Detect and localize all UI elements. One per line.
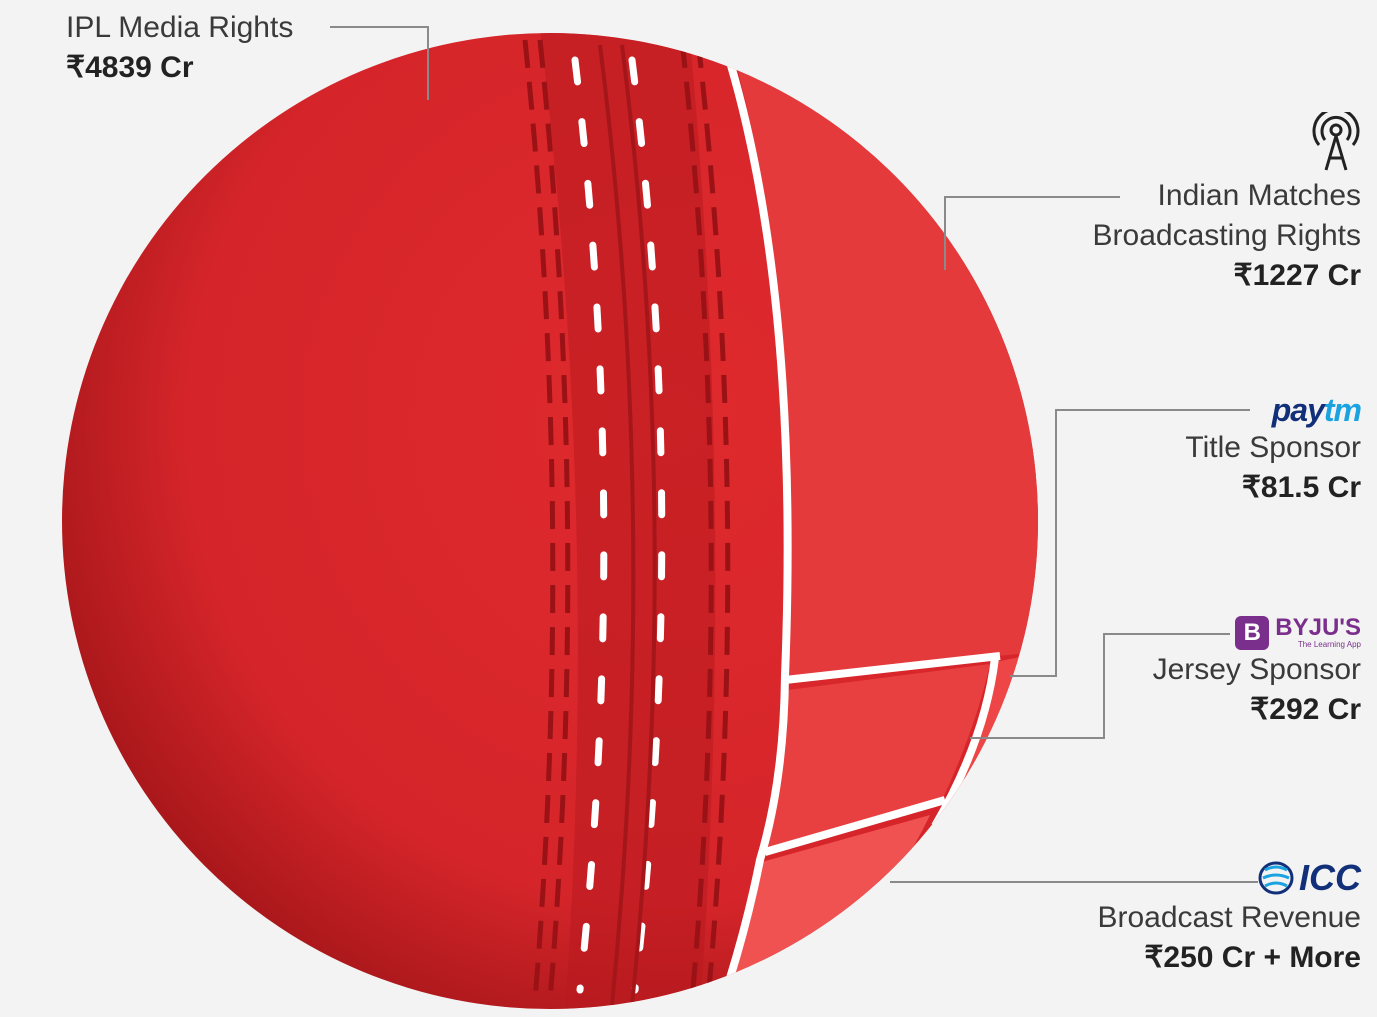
seam-stitch-dark-3 [695, 39, 731, 1001]
leader-indian-matches [944, 196, 1120, 270]
segment-value: ₹1227 Cr [1233, 259, 1362, 292]
seam-stitch-dark-2 [679, 39, 714, 1001]
divider-vertical [726, 60, 792, 980]
label-broadcast-revenue: ICC Broadcast Revenue ₹250 Cr + More [1098, 858, 1362, 978]
seam-group [522, 33, 731, 1009]
label-title-sponsor: paytm Title Sponsor ₹81.5 Cr [1185, 392, 1362, 508]
segment-name-line2: Broadcasting Rights [1092, 219, 1361, 252]
seam-stitch-white-0 [571, 56, 608, 994]
seam-band [540, 33, 716, 1009]
leader-jersey-sponsor [970, 633, 1230, 739]
label-jersey-sponsor: B BYJU'S The Learning App Jersey Sponsor… [1153, 616, 1361, 730]
segment-name: Jersey Sponsor [1152, 653, 1361, 686]
leader-ipl-media-rights [330, 26, 429, 100]
seam-stitch-dark-0 [522, 39, 556, 1001]
byjus-tagline: The Learning App [1297, 640, 1361, 649]
segment-name-line1: Indian Matches [1157, 179, 1361, 212]
icc-text: ICC [1299, 857, 1361, 898]
segment-name: IPL Media Rights [66, 11, 294, 44]
label-ipl-media-rights: IPL Media Rights ₹4839 Cr [66, 8, 293, 88]
segment-broadcast-revenue [735, 815, 930, 990]
segment-name: Title Sponsor [1185, 431, 1361, 464]
seam-line-right [620, 44, 657, 1006]
segment-value: ₹292 Cr [1250, 693, 1361, 726]
divider-upper [784, 652, 1001, 684]
segment-value: ₹81.5 Cr [1241, 471, 1361, 504]
label-indian-matches: Indian Matches Broadcasting Rights ₹1227… [1093, 176, 1361, 296]
divider-lower [763, 796, 947, 856]
icc-logo: ICC [1098, 857, 1361, 898]
segment-value: ₹4839 Cr [66, 51, 194, 84]
seam-stitch-white-1 [628, 56, 666, 994]
broadcast-tower-icon [1312, 112, 1360, 171]
byjus-logo: B BYJU'S The Learning App [1153, 616, 1361, 650]
segment-value: ₹250 Cr + More [1144, 941, 1361, 974]
leader-title-sponsor [1010, 409, 1250, 677]
seam-line-left [598, 44, 636, 1006]
byjus-name: BYJU'S [1275, 614, 1361, 641]
segment-name: Broadcast Revenue [1097, 901, 1362, 934]
icc-emblem-icon [1258, 861, 1294, 895]
divider-sliver [931, 657, 999, 829]
seam-stitch-dark-1 [537, 39, 571, 1001]
paytm-logo: paytm [1271, 392, 1362, 428]
byjus-mark: B [1235, 616, 1270, 650]
